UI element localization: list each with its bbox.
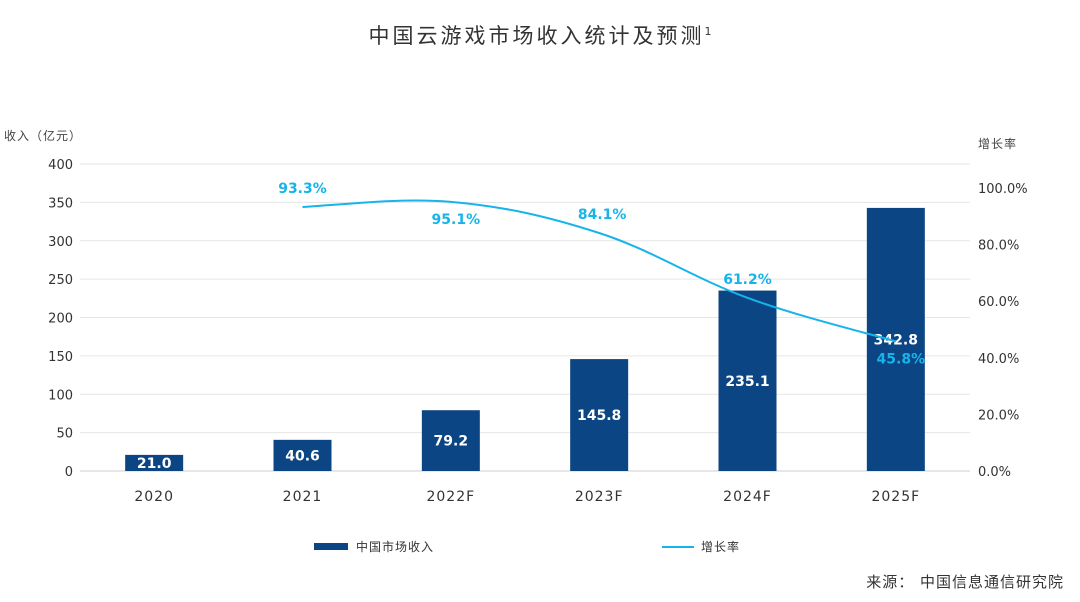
bar xyxy=(866,207,925,471)
y-tick-label: 50 xyxy=(56,427,73,442)
bar xyxy=(718,290,777,471)
bar-data-label: 145.8 xyxy=(577,408,621,424)
y-tick-label: 200 xyxy=(48,312,73,327)
y2-tick-label: 40.0% xyxy=(978,352,1019,367)
x-tick-label: 2024F xyxy=(723,489,772,505)
y-tick-label: 350 xyxy=(48,196,73,211)
source-note: 来源： 中国信息通信研究院 xyxy=(866,573,1064,591)
y-tick-label: 150 xyxy=(48,350,73,365)
bar-data-label: 79.2 xyxy=(434,434,469,450)
y2-tick-label: 80.0% xyxy=(978,239,1019,254)
y-tick-label: 300 xyxy=(48,235,73,250)
legend-label-growth: 增长率 xyxy=(701,539,740,554)
x-tick-label: 2020 xyxy=(134,489,174,505)
x-tick-label: 2022F xyxy=(426,489,475,505)
y2-tick-label: 20.0% xyxy=(978,408,1019,423)
y-tick-label: 400 xyxy=(48,158,73,173)
x-tick-label: 2023F xyxy=(575,489,624,505)
y2-axis-label: 增长率 xyxy=(978,137,1018,151)
growth-rate-label: 84.1% xyxy=(578,207,627,223)
chart-title: 中国云游戏市场收入统计及预测1 xyxy=(368,24,712,48)
growth-rate-label: 95.1% xyxy=(432,212,481,228)
y-tick-label: 250 xyxy=(48,273,73,288)
y2-tick-label: 100.0% xyxy=(978,182,1028,197)
x-tick-label: 2021 xyxy=(283,489,323,505)
bar xyxy=(273,439,332,471)
growth-rate-label: 61.2% xyxy=(723,272,772,288)
bar xyxy=(125,454,184,471)
bar-data-label: 21.0 xyxy=(137,456,172,472)
x-tick-label: 2025F xyxy=(871,489,920,505)
bar xyxy=(570,359,629,471)
y2-tick-label: 60.0% xyxy=(978,295,1019,310)
bar-data-label: 235.1 xyxy=(725,374,769,390)
y-tick-label: 100 xyxy=(48,388,73,403)
title-footnote: 1 xyxy=(704,25,712,38)
y2-tick-label: 0.0% xyxy=(978,465,1011,480)
y-axis-label: 收入（亿元） xyxy=(4,129,83,143)
growth-rate-label: 45.8% xyxy=(877,351,926,367)
legend-swatch-revenue xyxy=(314,543,348,550)
bar-data-label: 40.6 xyxy=(285,448,320,464)
y-tick-label: 0 xyxy=(65,465,73,480)
legend-label-revenue: 中国市场收入 xyxy=(356,539,434,554)
growth-rate-label: 93.3% xyxy=(278,181,327,197)
bar xyxy=(421,410,480,471)
growth-rate-line xyxy=(302,199,897,343)
